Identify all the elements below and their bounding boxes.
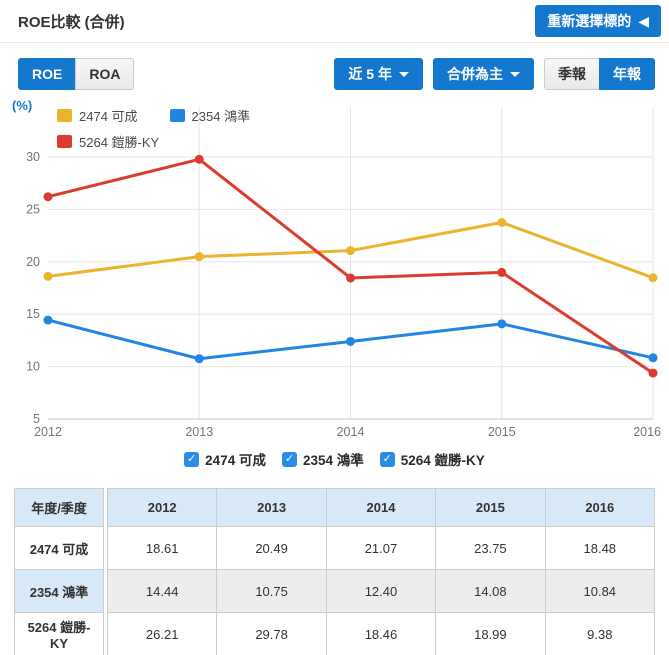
range-dropdown[interactable]: 近 5 年 [334, 58, 423, 90]
value-cell: 9.38 [544, 612, 656, 655]
value-cell: 20.49 [216, 526, 327, 570]
series-toggle-bar: 2474 可成 2354 鴻準 5264 鎧勝-KY [0, 448, 669, 470]
row-label-2474: 2474 可成 [14, 526, 104, 570]
series-swatch-red [57, 135, 72, 148]
svg-text:10: 10 [26, 360, 40, 374]
page-title: ROE比較 (合併) [18, 13, 125, 31]
value-cell: 14.08 [435, 569, 546, 613]
checkbox-checked-icon[interactable] [281, 451, 297, 467]
svg-text:20: 20 [26, 255, 40, 269]
svg-text:2012: 2012 [34, 425, 62, 439]
statement-type-dropdown[interactable]: 合併為主 [433, 58, 534, 90]
value-cell: 26.21 [106, 612, 218, 655]
legend-row: 2474 可成 2354 鴻準 [57, 106, 250, 125]
value-cell: 14.44 [106, 569, 218, 613]
value-cell: 18.61 [106, 526, 218, 570]
toggle-label: 5264 鎧勝-KY [400, 453, 485, 468]
tab-roa[interactable]: ROA [75, 58, 135, 90]
year-header: 2013 [216, 488, 327, 527]
period-tab-group: 季報 年報 [544, 58, 655, 90]
year-header: 2016 [544, 488, 656, 527]
reselect-button-label: 重新選擇標的 [547, 13, 632, 29]
header: ROE比較 (合併) 重新選擇標的 ◀ [0, 0, 669, 43]
table-header-row: 2012 2013 2014 2015 2016 [106, 488, 656, 527]
value-cell: 21.07 [325, 526, 437, 570]
legend-label: 2474 可成 [79, 109, 138, 124]
caret-down-icon [510, 71, 520, 77]
year-header: 2012 [106, 488, 218, 527]
value-cell: 18.48 [544, 526, 656, 570]
table-row: 2474 可成 [14, 526, 104, 570]
table-row: 14.44 10.75 12.40 14.08 10.84 [106, 569, 656, 613]
chart-legend: 2474 可成 2354 鴻準 5264 鎧勝-KY [57, 106, 250, 151]
svg-text:25: 25 [26, 202, 40, 216]
table-row: 18.61 20.49 21.07 23.75 18.48 [106, 526, 656, 570]
tab-annual[interactable]: 年報 [599, 58, 655, 90]
row-label-column: 年度/季度 2474 可成 2354 鴻準 5264 鎧勝-KY [14, 488, 104, 655]
svg-text:5: 5 [33, 412, 40, 426]
value-cell: 29.78 [216, 612, 327, 655]
legend-item-5264: 5264 鎧勝-KY [57, 132, 159, 151]
svg-text:15: 15 [26, 307, 40, 321]
svg-text:2013: 2013 [185, 425, 213, 439]
roe-line-chart: (%) 5 10 15 20 25 30 2012 2013 2014 2015 2016 2474… [0, 96, 669, 445]
svg-text:30: 30 [26, 150, 40, 164]
value-table: 2012 2013 2014 2015 2016 18.61 20.49 21.… [106, 488, 656, 655]
legend-item-2354: 2354 鴻準 [169, 106, 251, 125]
legend-item-2474: 2474 可成 [57, 106, 138, 125]
y-axis-unit-label: (%) [12, 98, 33, 113]
series-swatch-blue [169, 109, 185, 122]
value-cell: 23.75 [435, 526, 546, 570]
row-label-2354: 2354 鴻準 [14, 569, 104, 613]
range-dropdown-label: 近 5 年 [348, 66, 392, 82]
reselect-targets-button[interactable]: 重新選擇標的 ◀ [535, 5, 661, 37]
series-toggle-2474[interactable]: 2474 可成 [184, 449, 266, 469]
toggle-label: 2474 可成 [205, 453, 266, 468]
legend-label: 2354 鴻準 [191, 109, 251, 124]
year-header: 2014 [325, 488, 437, 527]
toolbar: ROE ROA 近 5 年 合併為主 季報 年報 [0, 58, 669, 90]
table-row: 2354 鴻準 [14, 569, 104, 613]
series-toggle-5264[interactable]: 5264 鎧勝-KY [379, 449, 485, 469]
metric-tab-group: ROE ROA [18, 58, 135, 90]
corner-header-cell: 年度/季度 [14, 488, 104, 527]
table-row: 26.21 29.78 18.46 18.99 9.38 [106, 612, 656, 655]
toggle-label: 2354 鴻準 [302, 453, 364, 468]
table-row: 5264 鎧勝-KY [14, 612, 104, 655]
series-swatch-yellow [57, 109, 72, 122]
value-cell: 12.40 [325, 569, 437, 613]
year-header: 2015 [435, 488, 546, 527]
svg-text:2014: 2014 [337, 425, 365, 439]
svg-text:2016: 2016 [633, 425, 661, 439]
legend-row: 5264 鎧勝-KY [57, 132, 250, 151]
toolbar-right: 近 5 年 合併為主 季報 年報 [334, 58, 655, 90]
tab-quarterly[interactable]: 季報 [544, 58, 600, 90]
roe-data-table: 年度/季度 2474 可成 2354 鴻準 5264 鎧勝-KY 2012 20… [14, 488, 656, 655]
row-label-5264: 5264 鎧勝-KY [14, 612, 104, 655]
checkbox-checked-icon[interactable] [184, 451, 200, 467]
series-toggle-2354[interactable]: 2354 鴻準 [281, 449, 364, 469]
legend-label: 5264 鎧勝-KY [79, 135, 160, 150]
tab-roe[interactable]: ROE [18, 58, 77, 90]
value-cell: 10.75 [216, 569, 327, 613]
statement-dropdown-label: 合併為主 [447, 66, 503, 82]
caret-down-icon [399, 71, 409, 77]
value-cell: 18.46 [325, 612, 437, 655]
value-cell: 10.84 [544, 569, 656, 613]
back-arrow-icon: ◀ [638, 12, 649, 29]
line-chart-canvas: 5 10 15 20 25 30 2012 2013 2014 2015 2016 [26, 107, 661, 439]
value-cell: 18.99 [435, 612, 546, 655]
checkbox-checked-icon[interactable] [379, 451, 395, 467]
svg-text:2015: 2015 [488, 425, 516, 439]
